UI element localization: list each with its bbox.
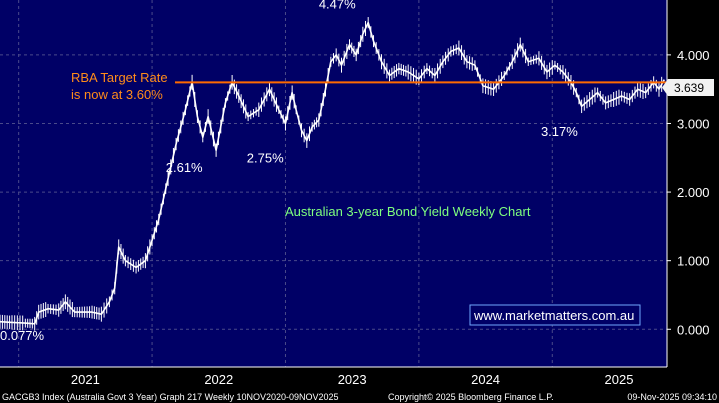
- y-tick-label: 2.000: [677, 185, 710, 200]
- annotations: 4.47% 2.61% 2.75% 0.077% 3.17%: [0, 0, 578, 343]
- x-tick-label: 2025: [605, 372, 634, 387]
- yield-series: [0, 17, 666, 331]
- website-watermark: www.marketmatters.com.au: [469, 304, 641, 326]
- annotation-label: 3.17%: [541, 124, 578, 139]
- annotation-label: 0.077%: [0, 328, 45, 343]
- annotation-label: 2.61%: [166, 160, 203, 175]
- y-tick-label: 1.000: [677, 254, 710, 269]
- x-tick-label: 2023: [338, 372, 367, 387]
- x-tick-label: 2022: [204, 372, 233, 387]
- rba-label-line2: is now at 3.60%: [71, 87, 163, 102]
- y-tick-label: 0.000: [677, 322, 710, 337]
- y-tick-label: 3.000: [677, 116, 710, 131]
- current-value-label: 3.639: [674, 81, 704, 95]
- footer-left: GACGB3 Index (Australia Govt 3 Year) Gra…: [2, 392, 339, 402]
- annotation-label: 4.47%: [319, 0, 356, 12]
- footer-center: Copyright© 2025 Bloomberg Finance L.P.: [388, 392, 554, 402]
- x-tick-label: 2021: [71, 372, 100, 387]
- current-value-badge: 3.639: [662, 79, 714, 96]
- chart-title: Australian 3-year Bond Yield Weekly Char…: [285, 204, 531, 219]
- website-text: www.marketmatters.com.au: [473, 308, 634, 323]
- y-tick-label: 4.000: [677, 48, 710, 63]
- x-axis-ticks: 2021 2022 2023 2024 2025: [0, 0, 668, 387]
- x-tick-label: 2024: [471, 372, 500, 387]
- footer-right: 09-Nov-2025 09:34:10: [627, 392, 717, 402]
- annotation-label: 2.75%: [247, 151, 284, 166]
- rba-label-line1: RBA Target Rate: [71, 70, 168, 85]
- y-axis-ticks: 0.000 1.000 2.000 3.000 4.000: [667, 48, 710, 337]
